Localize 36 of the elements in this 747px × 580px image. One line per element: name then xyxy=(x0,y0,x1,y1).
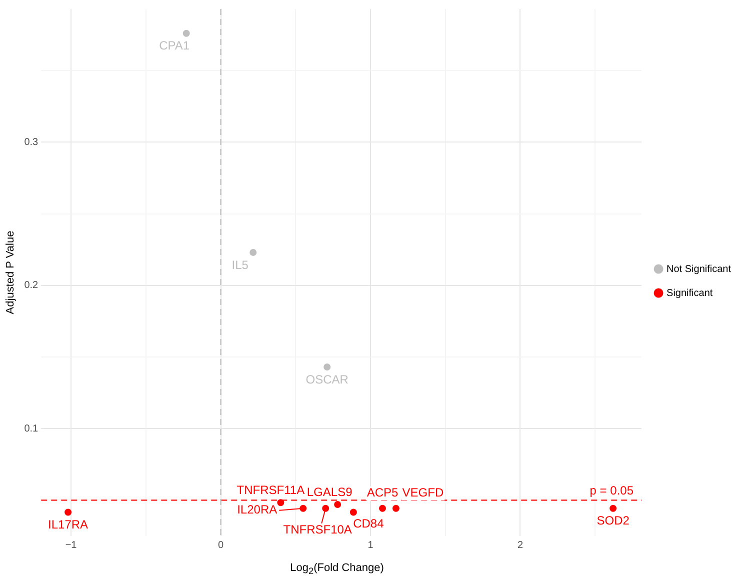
x-tick-label: 1 xyxy=(368,540,374,551)
point xyxy=(322,504,330,512)
point xyxy=(334,500,342,508)
x-axis-title: Log$_{2}$(Fold Change) xyxy=(289,562,385,576)
data-label: LGALS9 xyxy=(306,484,353,499)
data-label: CD84 xyxy=(353,516,384,531)
data-label: IL17RA xyxy=(48,518,88,532)
x-tick-label: 2 xyxy=(517,540,524,551)
y-axis-title: Adjusted P Value xyxy=(4,230,17,314)
point xyxy=(392,504,400,512)
data-label: TNFRSF11A xyxy=(236,482,305,497)
data-label: ACP5 xyxy=(366,486,398,500)
legend-label: Significant xyxy=(666,288,713,299)
point xyxy=(350,508,357,516)
point xyxy=(610,504,617,512)
point xyxy=(64,508,72,516)
data-label: IL20RA xyxy=(237,502,278,517)
point xyxy=(277,499,284,506)
data-label: OSCAR xyxy=(306,372,349,386)
data-label: CPA1 xyxy=(159,38,190,53)
point xyxy=(182,30,190,37)
y-tick-label: 0.2 xyxy=(24,280,39,292)
y-tick-label: 0.1 xyxy=(24,423,39,434)
ref-line-label: p = 0.05 xyxy=(590,484,634,498)
legend-label: Not Significant xyxy=(666,264,732,275)
point xyxy=(250,248,257,256)
point xyxy=(378,504,386,512)
y-tick-label: 0.3 xyxy=(24,136,39,148)
point xyxy=(324,364,331,371)
data-label: IL5 xyxy=(232,258,249,272)
data-label: SOD2 xyxy=(596,514,630,528)
point xyxy=(300,504,307,512)
x-tick-label: −1 xyxy=(65,540,78,551)
data-label: TNFRSF10A xyxy=(283,522,352,537)
x-tick-label: 0 xyxy=(218,540,224,551)
data-label: VEGFD xyxy=(402,486,444,500)
